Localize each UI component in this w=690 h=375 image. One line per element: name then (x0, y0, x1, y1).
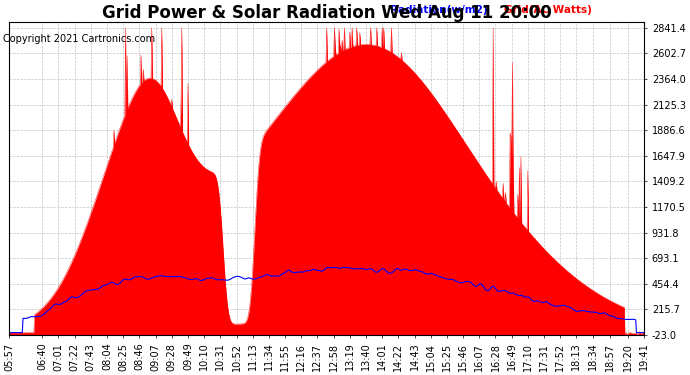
Title: Grid Power & Solar Radiation Wed Aug 11 20:00: Grid Power & Solar Radiation Wed Aug 11 … (102, 4, 551, 22)
Text: Grid(AC Watts): Grid(AC Watts) (504, 5, 592, 15)
Text: Copyright 2021 Cartronics.com: Copyright 2021 Cartronics.com (3, 34, 155, 44)
Text: Radiation(w/m2): Radiation(w/m2) (390, 5, 488, 15)
